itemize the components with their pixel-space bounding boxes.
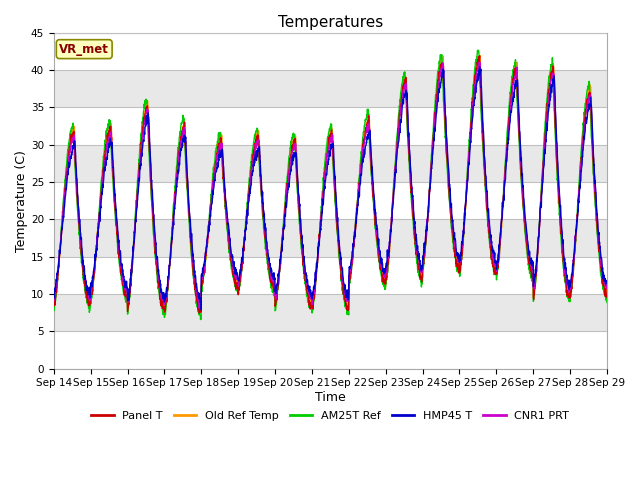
Old Ref Temp bbox=[50, 300, 58, 306]
Panel T bbox=[476, 53, 483, 59]
Bar bbox=[54, 331, 607, 369]
HMP45 T bbox=[603, 279, 611, 285]
AM25T Ref bbox=[204, 228, 212, 233]
HMP45 T bbox=[570, 253, 578, 259]
Old Ref Temp bbox=[570, 259, 578, 265]
Old Ref Temp bbox=[492, 260, 499, 266]
Panel T bbox=[570, 259, 578, 264]
CNR1 PRT bbox=[358, 154, 366, 159]
HMP45 T bbox=[204, 229, 212, 235]
Panel T bbox=[204, 231, 212, 237]
CNR1 PRT bbox=[492, 259, 499, 265]
HMP45 T bbox=[476, 64, 483, 70]
AM25T Ref bbox=[358, 139, 366, 144]
Bar bbox=[54, 219, 607, 257]
CNR1 PRT bbox=[347, 266, 355, 272]
Panel T bbox=[358, 146, 366, 152]
HMP45 T bbox=[492, 258, 499, 264]
Line: CNR1 PRT: CNR1 PRT bbox=[54, 62, 607, 308]
Old Ref Temp bbox=[603, 290, 611, 296]
CNR1 PRT bbox=[50, 298, 58, 304]
X-axis label: Time: Time bbox=[315, 391, 346, 404]
Old Ref Temp bbox=[555, 180, 563, 186]
CNR1 PRT bbox=[570, 257, 578, 263]
Panel T bbox=[195, 310, 203, 316]
Line: Old Ref Temp: Old Ref Temp bbox=[54, 56, 607, 313]
Panel T bbox=[50, 299, 58, 304]
Text: VR_met: VR_met bbox=[60, 43, 109, 56]
Line: Panel T: Panel T bbox=[54, 56, 607, 313]
Bar bbox=[54, 182, 607, 219]
Old Ref Temp bbox=[476, 53, 484, 59]
AM25T Ref bbox=[570, 258, 578, 264]
Bar bbox=[54, 107, 607, 144]
Bar bbox=[54, 144, 607, 182]
HMP45 T bbox=[358, 156, 366, 162]
AM25T Ref bbox=[347, 276, 355, 281]
CNR1 PRT bbox=[555, 178, 563, 184]
Panel T bbox=[347, 270, 355, 276]
HMP45 T bbox=[50, 294, 58, 300]
Title: Temperatures: Temperatures bbox=[278, 15, 383, 30]
AM25T Ref bbox=[555, 201, 563, 206]
Legend: Panel T, Old Ref Temp, AM25T Ref, HMP45 T, CNR1 PRT: Panel T, Old Ref Temp, AM25T Ref, HMP45 … bbox=[87, 406, 574, 425]
AM25T Ref bbox=[492, 271, 499, 276]
Old Ref Temp bbox=[204, 232, 212, 238]
Panel T bbox=[603, 291, 611, 297]
Y-axis label: Temperature (C): Temperature (C) bbox=[15, 150, 28, 252]
CNR1 PRT bbox=[196, 305, 204, 311]
Bar bbox=[54, 294, 607, 331]
AM25T Ref bbox=[196, 317, 204, 323]
CNR1 PRT bbox=[475, 60, 483, 65]
AM25T Ref bbox=[603, 300, 611, 305]
HMP45 T bbox=[555, 174, 563, 180]
Old Ref Temp bbox=[161, 311, 168, 316]
AM25T Ref bbox=[50, 307, 58, 312]
AM25T Ref bbox=[474, 48, 482, 53]
HMP45 T bbox=[197, 307, 205, 312]
Line: HMP45 T: HMP45 T bbox=[54, 67, 607, 310]
HMP45 T bbox=[347, 264, 355, 269]
Bar bbox=[54, 33, 607, 70]
Line: AM25T Ref: AM25T Ref bbox=[54, 50, 607, 320]
Bar bbox=[54, 257, 607, 294]
CNR1 PRT bbox=[603, 285, 611, 291]
Bar bbox=[54, 70, 607, 107]
CNR1 PRT bbox=[204, 228, 212, 233]
Old Ref Temp bbox=[358, 144, 366, 150]
Panel T bbox=[492, 269, 499, 275]
Panel T bbox=[555, 191, 563, 197]
Old Ref Temp bbox=[347, 270, 355, 276]
